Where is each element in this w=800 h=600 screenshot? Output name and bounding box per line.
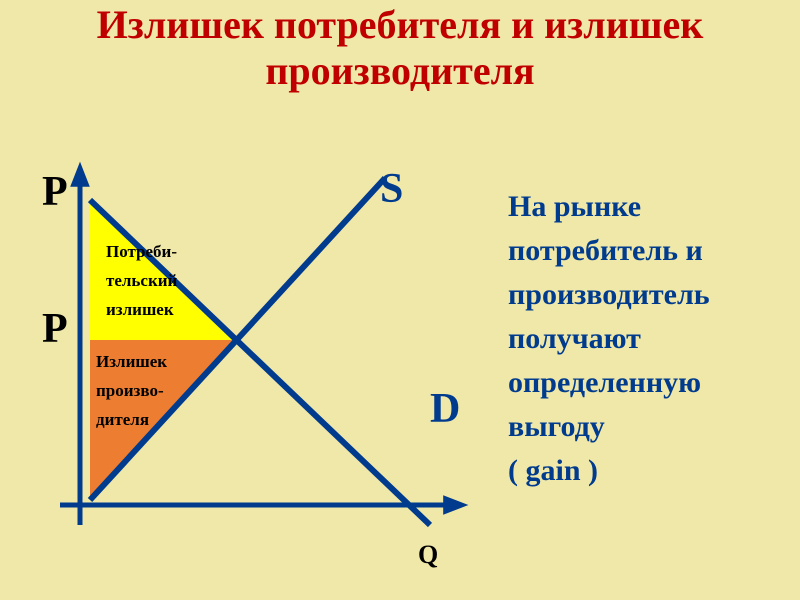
description-line: потребитель и xyxy=(508,234,703,268)
description-line: производитель xyxy=(508,278,710,312)
consumer-surplus-label: Потреби-тельскийизлишек xyxy=(106,238,177,325)
y-axis-label: P xyxy=(42,168,68,216)
description-line: выгоду xyxy=(508,410,605,444)
demand-label: D xyxy=(430,385,460,433)
description-line: получают xyxy=(508,322,641,356)
price-level-label: P xyxy=(42,305,68,353)
description-line: ( gain ) xyxy=(508,454,598,488)
producer-surplus-label: Излишекпроизво-дителя xyxy=(96,348,167,435)
description-line: определенную xyxy=(508,366,701,400)
x-axis-label: Q xyxy=(418,540,438,570)
description-line: На рынке xyxy=(508,190,641,224)
supply-label: S xyxy=(380,165,403,213)
